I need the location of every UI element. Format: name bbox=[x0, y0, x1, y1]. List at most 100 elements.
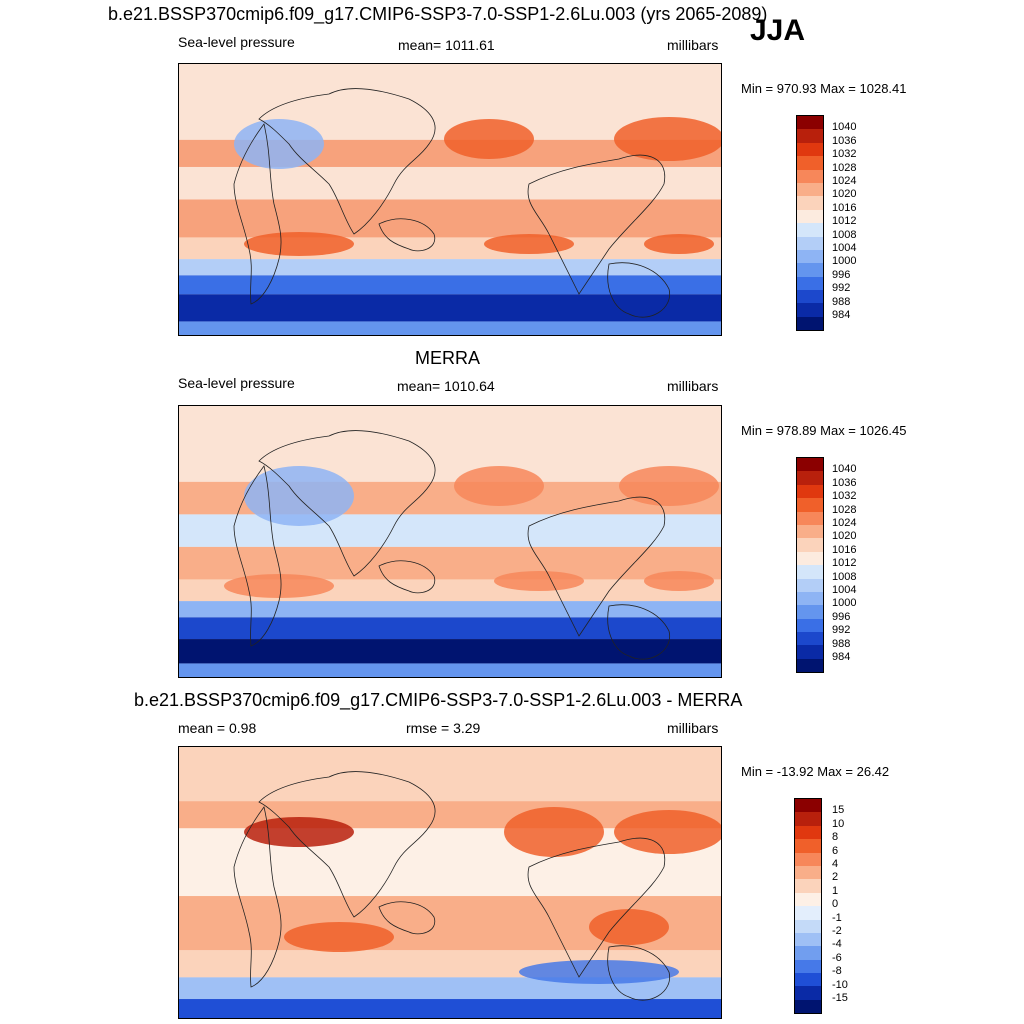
colorbar-tick-label: 1024 bbox=[832, 175, 857, 187]
colorbar-tick-label: 1000 bbox=[832, 597, 857, 610]
colorbar-tick-label: 1028 bbox=[832, 503, 857, 516]
colorbar-tick-label: 1012 bbox=[832, 215, 857, 228]
colorbar-swatch bbox=[797, 524, 823, 539]
colorbar-tick-label: 6 bbox=[832, 844, 839, 857]
colorbar-swatch bbox=[797, 498, 823, 512]
colorbar-tick-label: 1032 bbox=[832, 148, 857, 161]
colorbar-tick-label: 1028 bbox=[832, 161, 857, 174]
colorbar-tick-label: 1032 bbox=[832, 490, 857, 503]
panel1-colorbar bbox=[796, 115, 824, 332]
panel3-mean-label: mean = 0.98 bbox=[178, 720, 257, 736]
colorbar-tick-label: 988 bbox=[832, 637, 851, 650]
colorbar-swatch bbox=[797, 236, 823, 250]
colorbar-swatch bbox=[797, 511, 823, 525]
colorbar-swatch bbox=[795, 852, 821, 866]
colorbar-tick-label: 8 bbox=[832, 831, 839, 844]
colorbar-tick-label: 1036 bbox=[832, 134, 857, 147]
colorbar-swatch bbox=[795, 973, 821, 987]
colorbar-tick-label: 1 bbox=[832, 884, 839, 897]
colorbar-swatch bbox=[797, 605, 823, 619]
colorbar-tick-label: 996 bbox=[832, 610, 851, 623]
colorbar-swatch bbox=[797, 116, 823, 130]
colorbar-swatch bbox=[797, 316, 823, 331]
colorbar-tick-label: 1024 bbox=[832, 517, 857, 529]
colorbar-swatch bbox=[797, 249, 823, 264]
colorbar-tick-label: 1036 bbox=[832, 476, 857, 489]
panel3-title: b.e21.BSSP370cmip6.f09_g17.CMIP6-SSP3-7.… bbox=[134, 690, 743, 710]
panel1-units-label: millibars bbox=[667, 37, 719, 53]
colorbar-swatch bbox=[797, 276, 823, 291]
colorbar-tick-label: 4 bbox=[832, 858, 839, 870]
colorbar-tick-label: 1020 bbox=[832, 188, 857, 201]
panel3-colorbar bbox=[794, 798, 822, 1015]
colorbar-tick-label: 992 bbox=[832, 282, 851, 295]
colorbar-tick-label: 1016 bbox=[832, 543, 857, 556]
colorbar-tick-label: 1008 bbox=[832, 228, 857, 241]
colorbar-tick-label: 2 bbox=[832, 871, 839, 884]
panel2-left-label: Sea-level pressure bbox=[178, 375, 295, 391]
colorbar-swatch bbox=[795, 825, 821, 840]
colorbar-tick-label: -4 bbox=[832, 938, 842, 951]
colorbar-tick-label: 15 bbox=[832, 804, 845, 817]
colorbar-swatch bbox=[797, 290, 823, 304]
colorbar-swatch bbox=[797, 196, 823, 210]
colorbar-tick-label: 1016 bbox=[832, 201, 857, 214]
colorbar-swatch bbox=[797, 129, 823, 143]
colorbar-tick-label: 10 bbox=[832, 817, 845, 830]
panel1-minmax: Min = 970.93 Max = 1028.41 bbox=[741, 81, 907, 96]
colorbar-swatch bbox=[797, 551, 823, 566]
colorbar-swatch bbox=[797, 578, 823, 592]
colorbar-tick-label: -6 bbox=[832, 951, 842, 964]
colorbar-swatch bbox=[795, 839, 821, 853]
panel3-units-label: millibars bbox=[667, 720, 719, 736]
colorbar-swatch bbox=[795, 932, 821, 947]
colorbar-tick-label: 984 bbox=[832, 651, 851, 663]
colorbar-swatch bbox=[797, 156, 823, 170]
panel3-rmse-label: rmse = 3.29 bbox=[406, 720, 481, 736]
colorbar-swatch bbox=[797, 645, 823, 659]
season-label: JJA bbox=[750, 14, 806, 47]
colorbar-swatch bbox=[797, 484, 823, 499]
colorbar-swatch bbox=[797, 471, 823, 485]
colorbar-swatch bbox=[797, 142, 823, 157]
colorbar-swatch bbox=[795, 919, 821, 933]
colorbar-swatch bbox=[795, 892, 821, 907]
difference-slp-map bbox=[178, 746, 722, 1019]
colorbar-tick-label: 1020 bbox=[832, 530, 857, 543]
colorbar-swatch bbox=[797, 182, 823, 197]
colorbar-swatch bbox=[797, 538, 823, 552]
colorbar-tick-label: -8 bbox=[832, 965, 842, 978]
panel1-left-label: Sea-level pressure bbox=[178, 34, 295, 50]
colorbar-tick-label: -2 bbox=[832, 925, 842, 937]
panel2-title: MERRA bbox=[415, 348, 481, 368]
merra-slp-map bbox=[178, 405, 722, 678]
colorbar-swatch bbox=[797, 632, 823, 646]
colorbar-swatch bbox=[795, 946, 821, 960]
colorbar-tick-label: 1004 bbox=[832, 584, 857, 596]
colorbar-swatch bbox=[795, 865, 821, 880]
colorbar-swatch bbox=[795, 879, 821, 893]
colorbar-tick-label: 984 bbox=[832, 309, 851, 321]
colorbar-tick-label: 0 bbox=[832, 898, 839, 911]
colorbar-tick-label: 1040 bbox=[832, 463, 857, 476]
colorbar-tick-label: 996 bbox=[832, 268, 851, 281]
colorbar-swatch bbox=[795, 906, 821, 920]
colorbar-tick-label: 1040 bbox=[832, 121, 857, 134]
colorbar-swatch bbox=[795, 799, 821, 813]
colorbar-swatch bbox=[797, 263, 823, 277]
colorbar-tick-label: 1008 bbox=[832, 570, 857, 583]
colorbar-tick-label: -1 bbox=[832, 911, 842, 924]
colorbar-tick-label: 988 bbox=[832, 295, 851, 308]
panel2-units-label: millibars bbox=[667, 378, 719, 394]
colorbar-swatch bbox=[797, 658, 823, 673]
colorbar-swatch bbox=[797, 591, 823, 606]
colorbar-tick-label: 1012 bbox=[832, 557, 857, 570]
colorbar-tick-label: 1000 bbox=[832, 255, 857, 268]
colorbar-swatch bbox=[797, 303, 823, 317]
model-slp-map bbox=[178, 63, 722, 336]
panel2-colorbar bbox=[796, 457, 824, 674]
colorbar-tick-label: -15 bbox=[832, 992, 848, 1004]
colorbar-swatch bbox=[797, 223, 823, 237]
colorbar-tick-label: -10 bbox=[832, 978, 848, 991]
panel3-minmax: Min = -13.92 Max = 26.42 bbox=[741, 764, 890, 779]
